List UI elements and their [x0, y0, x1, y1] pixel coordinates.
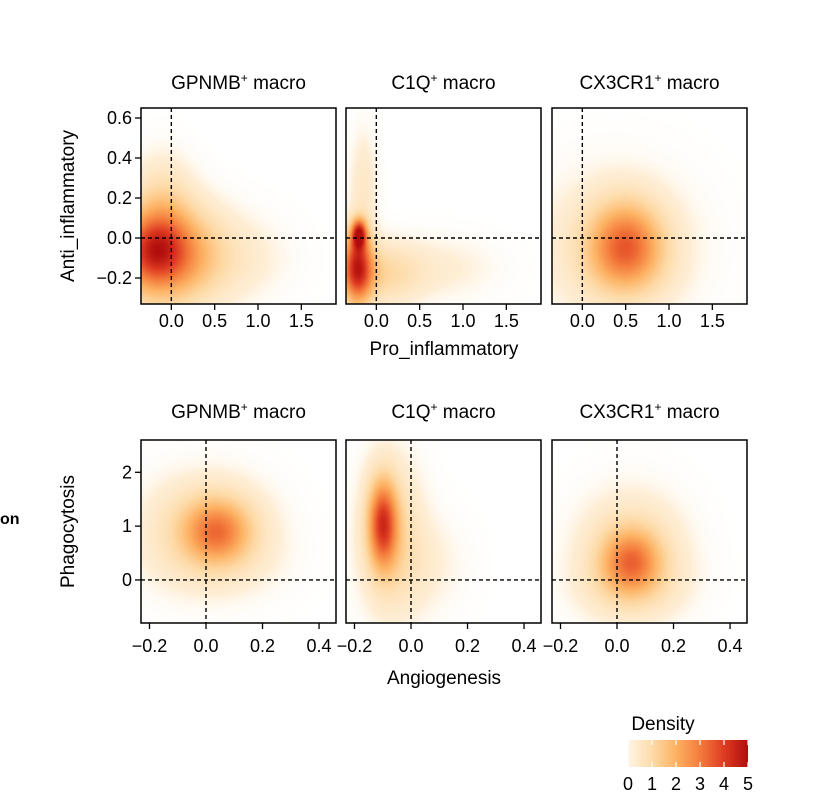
- x-tick-label: 1.0: [245, 311, 270, 331]
- panel-0-1: C1Q+ macro 0.0 0.5 1.0 1.5: [345, 71, 542, 331]
- legend-tick-label: 2: [671, 774, 681, 794]
- panel-title-sup: +: [654, 71, 661, 85]
- x-tick-label: 1.5: [700, 311, 725, 331]
- panel-frame: [345, 107, 542, 305]
- density-field: [346, 108, 541, 304]
- x-tick-label: 0.2: [661, 636, 686, 656]
- x-tick-label: −0.2: [132, 636, 168, 656]
- x-tick-label: 0.0: [570, 311, 595, 331]
- x-tick-label: 0.4: [512, 636, 537, 656]
- legend-tick-label: 3: [695, 774, 705, 794]
- legend-tick-label: 5: [743, 774, 753, 794]
- panel-frame: [551, 439, 748, 624]
- density-field: [141, 108, 336, 304]
- panel-title-tail: macro: [661, 402, 719, 423]
- panel-frame: [140, 439, 337, 624]
- panel-title-sup: +: [430, 71, 437, 85]
- density-field: [552, 108, 747, 304]
- y-tick-label: −0.2: [96, 268, 132, 288]
- panel-title-main: GPNMB: [171, 402, 241, 423]
- legend-colorbar: [628, 740, 748, 767]
- panel-title-main: C1Q: [391, 73, 430, 94]
- panel-title: GPNMB+ macro: [171, 400, 306, 423]
- x-tick-label: 0.5: [407, 311, 432, 331]
- x-axis-title: Angiogenesis: [387, 668, 501, 689]
- x-tick-label: −0.2: [543, 636, 579, 656]
- legend-tick-label: 0: [623, 774, 633, 794]
- x-tick-label: 1.5: [289, 311, 314, 331]
- panel-title: CX3CR1+ macro: [579, 71, 719, 94]
- panel-title-sup: +: [241, 71, 248, 85]
- x-tick-label: 0.5: [613, 311, 638, 331]
- y-tick-label: 0.6: [107, 108, 132, 128]
- y-tick-label: 0: [122, 570, 132, 590]
- panel-title: C1Q+ macro: [391, 71, 495, 94]
- y-axis-title: Anti_inflammatory: [58, 129, 79, 282]
- panel-title-main: C1Q: [391, 402, 430, 423]
- panel-title-tail: macro: [661, 73, 719, 94]
- panel-title-main: CX3CR1: [579, 73, 654, 94]
- y-tick-label: 2: [122, 462, 132, 482]
- density-field: [346, 440, 541, 623]
- panel-title: C1Q+ macro: [391, 400, 495, 423]
- panel-title-sup: +: [241, 400, 248, 414]
- panel-title: GPNMB+ macro: [171, 71, 306, 94]
- x-tick-label: 0.0: [159, 311, 184, 331]
- y-axis-title: Phagocytosis: [58, 475, 79, 588]
- y-tick-label: 0.2: [107, 188, 132, 208]
- x-tick-label: 0.0: [364, 311, 389, 331]
- x-tick-label: 0.4: [718, 636, 743, 656]
- y-tick-label: 0.4: [107, 148, 132, 168]
- density-field: [552, 440, 747, 623]
- panel-title-tail: macro: [438, 73, 496, 94]
- panel-title-sup: +: [654, 400, 661, 414]
- panel-title-sup: +: [430, 400, 437, 414]
- density-field: [141, 440, 336, 623]
- panel-title-tail: macro: [248, 402, 306, 423]
- x-axis-title: Pro_inflammatory: [370, 339, 519, 360]
- panel-title-main: CX3CR1: [579, 402, 654, 423]
- legend-tick-label: 1: [647, 774, 657, 794]
- x-tick-label: 1.0: [450, 311, 475, 331]
- x-tick-label: 0.0: [604, 636, 629, 656]
- x-tick-label: 1.0: [656, 311, 681, 331]
- x-tick-label: 0.2: [250, 636, 275, 656]
- panel-title-tail: macro: [248, 73, 306, 94]
- legend-tick-label: 4: [719, 774, 729, 794]
- panel-1-0: GPNMB+ macro −0.2 0.0 0.2 0.4 2 1 0: [122, 400, 337, 656]
- panel-1-2: CX3CR1+ macro −0.2 0.0 0.2 0.4: [543, 400, 748, 656]
- legend-title: Density: [631, 714, 695, 735]
- panel-title-main: GPNMB: [171, 73, 241, 94]
- x-tick-label: 0.4: [307, 636, 332, 656]
- panel-0-2: CX3CR1+ macro 0.0 0.5 1.0 1.5: [551, 71, 748, 331]
- x-tick-label: 0.0: [398, 636, 423, 656]
- panel-frame: [345, 439, 542, 624]
- panel-frame: [551, 107, 748, 305]
- x-tick-label: 0.2: [455, 636, 480, 656]
- x-tick-label: −0.2: [337, 636, 373, 656]
- panel-0-0: GPNMB+ macro 0.0 0.5 1.0 1.5 0.6 0.4 0.2 0.0 −0.2: [96, 71, 337, 331]
- x-tick-label: 0.5: [202, 311, 227, 331]
- y-tick-label: 0.0: [107, 228, 132, 248]
- y-tick-label: 1: [122, 516, 132, 536]
- panel-1-1: C1Q+ macro −0.2 0.0 0.2 0.4: [337, 400, 542, 656]
- x-tick-label: 1.5: [494, 311, 519, 331]
- panel-frame: [140, 107, 337, 305]
- panel-title-tail: macro: [438, 402, 496, 423]
- panel-title: CX3CR1+ macro: [579, 400, 719, 423]
- cropped-side-label: on: [0, 511, 20, 528]
- x-tick-label: 0.0: [193, 636, 218, 656]
